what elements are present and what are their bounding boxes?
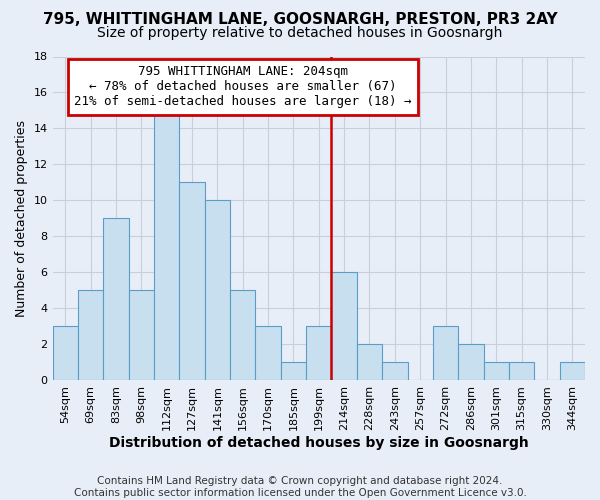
X-axis label: Distribution of detached houses by size in Goosnargh: Distribution of detached houses by size … bbox=[109, 436, 529, 450]
Bar bbox=[560, 362, 585, 380]
Bar bbox=[103, 218, 128, 380]
Bar bbox=[509, 362, 534, 380]
Bar bbox=[484, 362, 509, 380]
Text: 795, WHITTINGHAM LANE, GOOSNARGH, PRESTON, PR3 2AY: 795, WHITTINGHAM LANE, GOOSNARGH, PRESTO… bbox=[43, 12, 557, 28]
Bar bbox=[382, 362, 407, 380]
Y-axis label: Number of detached properties: Number of detached properties bbox=[15, 120, 28, 317]
Bar bbox=[458, 344, 484, 380]
Text: Contains HM Land Registry data © Crown copyright and database right 2024.
Contai: Contains HM Land Registry data © Crown c… bbox=[74, 476, 526, 498]
Bar bbox=[256, 326, 281, 380]
Bar bbox=[357, 344, 382, 380]
Bar bbox=[179, 182, 205, 380]
Bar bbox=[281, 362, 306, 380]
Bar bbox=[230, 290, 256, 380]
Bar bbox=[205, 200, 230, 380]
Bar bbox=[53, 326, 78, 380]
Bar bbox=[433, 326, 458, 380]
Text: 795 WHITTINGHAM LANE: 204sqm
← 78% of detached houses are smaller (67)
21% of se: 795 WHITTINGHAM LANE: 204sqm ← 78% of de… bbox=[74, 66, 412, 108]
Bar bbox=[78, 290, 103, 380]
Text: Size of property relative to detached houses in Goosnargh: Size of property relative to detached ho… bbox=[97, 26, 503, 40]
Bar bbox=[128, 290, 154, 380]
Bar bbox=[331, 272, 357, 380]
Bar bbox=[154, 110, 179, 380]
Bar bbox=[306, 326, 331, 380]
